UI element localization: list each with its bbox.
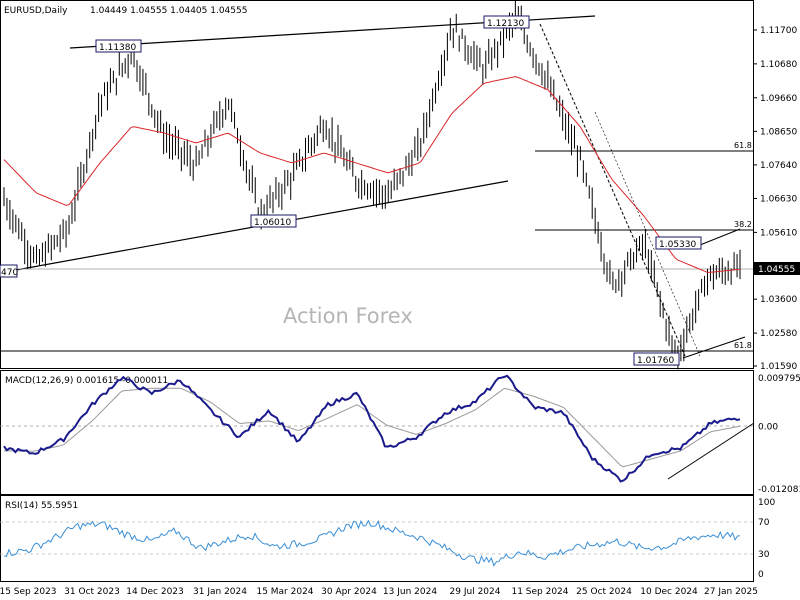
x-tick-label: 15 Mar 2024	[256, 587, 313, 597]
watermark: Action Forex	[283, 304, 413, 328]
fib-label-61-8-bottom: 61.8	[734, 341, 752, 350]
y-tick-label: 1.08650	[760, 127, 797, 137]
y-tick-label: 1.10680	[760, 60, 797, 70]
y-tick-label: 1.09660	[760, 94, 797, 104]
x-tick-label: 27 Jan 2025	[704, 587, 758, 597]
macd-trendline	[667, 422, 755, 480]
label-swing-high-text: 1.05330	[659, 240, 696, 250]
macd-y-axis: 0.009795 0.00 -0.012081	[758, 374, 800, 495]
price-bars	[3, 0, 741, 370]
rsi-y-axis: 100 70 30 0	[758, 498, 775, 580]
macd-signal-line	[4, 387, 741, 468]
y-tick-label: 1.03600	[760, 295, 797, 305]
x-tick-label: 30 Apr 2024	[321, 587, 377, 597]
chart-header-symbol: EURUSD,Daily	[4, 6, 68, 16]
current-price-tag: 1.04555	[754, 262, 800, 275]
x-tick-label: 29 Jul 2024	[450, 587, 501, 597]
fib-label-38-2: 38.2	[734, 220, 752, 229]
y-tick-label: 1.06630	[760, 194, 797, 204]
macd-label: MACD(12,26,9) 0.001615 -0.000011	[5, 376, 168, 386]
y-tick-label: 1.01590	[760, 362, 797, 372]
macd-tick-label: 0.00	[758, 422, 778, 432]
rsi-line	[3, 519, 741, 567]
macd-tick-label: 0.009795	[758, 374, 800, 384]
label-high-2: 1.12130	[483, 15, 530, 29]
label-high-1: 1.11380	[95, 39, 142, 53]
label-left-cut-text: 470	[1, 268, 18, 278]
fib-label-61-8-top: 61.8	[734, 141, 752, 150]
x-tick-label: 11 Sep 2024	[511, 587, 568, 597]
x-tick-label: 31 Oct 2023	[64, 587, 120, 597]
x-tick-label: 10 Dec 2024	[640, 587, 698, 597]
moving-average-line	[3, 76, 741, 273]
y-tick-label: 1.02580	[760, 329, 797, 339]
dashed-trend-down-2	[594, 111, 701, 357]
rsi-label: RSI(14) 55.5951	[5, 501, 78, 511]
channel-line-lower-right	[682, 336, 746, 359]
current-price-tag-text: 1.04555	[758, 265, 795, 275]
x-tick-label: 13 Jun 2024	[383, 587, 437, 597]
channel-line-upper-right	[699, 228, 741, 246]
x-tick-label: 31 Jan 2024	[193, 587, 247, 597]
y-tick-label: 1.11700	[760, 26, 797, 36]
label-left-cut: 470	[0, 264, 18, 278]
dashed-trend-down	[539, 23, 686, 357]
y-tick-label: 1.05610	[760, 228, 797, 238]
main-panel-frame	[0, 0, 754, 369]
x-tick-label: 15 Sep 2023	[0, 587, 57, 597]
x-tick-label: 14 Dec 2023	[126, 587, 184, 597]
label-swing-high: 1.05330	[655, 236, 702, 250]
x-axis: 15 Sep 2023 31 Oct 2023 14 Dec 2023 31 Jan …	[0, 587, 758, 597]
chart-header-ohlc: 1.04449 1.04555 1.04405 1.04555	[90, 6, 247, 16]
rsi-panel-frame	[0, 495, 754, 582]
y-tick-label: 1.07640	[760, 161, 797, 171]
main-y-axis: 1.11700 1.10680 1.09660 1.08650 1.07640 1.066…	[753, 26, 797, 372]
macd-panel-frame	[0, 370, 754, 495]
x-tick-label: 25 Oct 2024	[576, 587, 632, 597]
label-low-final-text: 1.01760	[637, 356, 674, 366]
rsi-tick-label: 0	[758, 570, 764, 580]
label-high-1-text: 1.11380	[99, 43, 136, 53]
macd-line	[3, 374, 741, 483]
rsi-tick-label: 30	[758, 550, 770, 560]
label-low-final: 1.01760	[633, 352, 680, 366]
rsi-tick-label: 70	[758, 518, 770, 528]
label-low-mid: 1.06010	[250, 214, 297, 228]
label-low-mid-text: 1.06010	[254, 218, 291, 228]
macd-tick-label: -0.012081	[758, 485, 800, 495]
rsi-tick-label: 100	[758, 498, 775, 508]
label-high-2-text: 1.12130	[487, 19, 524, 29]
